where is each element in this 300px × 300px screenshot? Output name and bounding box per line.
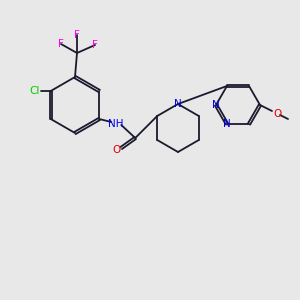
Text: N: N: [212, 100, 220, 110]
Text: Cl: Cl: [30, 86, 40, 96]
Text: N: N: [223, 119, 231, 129]
Text: N: N: [174, 99, 182, 109]
Text: NH: NH: [109, 119, 124, 129]
Text: O: O: [273, 109, 281, 119]
Text: F: F: [92, 40, 98, 50]
Text: F: F: [74, 30, 80, 40]
Text: F: F: [58, 39, 64, 49]
Text: O: O: [112, 145, 120, 155]
